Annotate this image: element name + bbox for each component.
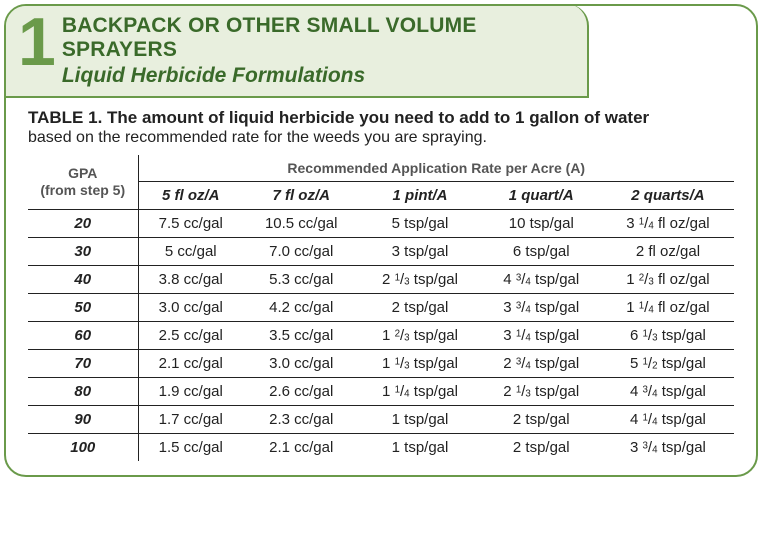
data-cell: 4.2 cc/gal <box>243 294 359 322</box>
gpa-cell: 90 <box>28 406 138 434</box>
data-cell: 2.6 cc/gal <box>243 378 359 406</box>
gpa-header: GPA (from step 5) <box>28 155 138 210</box>
table-row: 901.7 cc/gal2.3 cc/gal1 tsp/gal2 tsp/gal… <box>28 406 734 434</box>
data-cell: 3 1/4 fl oz/gal <box>602 210 734 238</box>
gpa-cell: 80 <box>28 378 138 406</box>
data-cell: 2.1 cc/gal <box>243 434 359 462</box>
data-cell: 2 tsp/gal <box>359 294 480 322</box>
gpa-cell: 60 <box>28 322 138 350</box>
gpa-cell: 50 <box>28 294 138 322</box>
data-cell: 3 3/4 tsp/gal <box>481 294 602 322</box>
data-cell: 7.5 cc/gal <box>138 210 243 238</box>
data-cell: 3 1/4 tsp/gal <box>481 322 602 350</box>
data-cell: 7.0 cc/gal <box>243 238 359 266</box>
data-cell: 1.7 cc/gal <box>138 406 243 434</box>
herbicide-table: GPA (from step 5) Recommended Applicatio… <box>28 155 734 461</box>
table-row: 305 cc/gal7.0 cc/gal3 tsp/gal6 tsp/gal2 … <box>28 238 734 266</box>
data-cell: 5 cc/gal <box>138 238 243 266</box>
data-cell: 3 tsp/gal <box>359 238 480 266</box>
section-number: 1 <box>18 14 56 72</box>
gpa-cell: 100 <box>28 434 138 462</box>
data-cell: 6 1/3 tsp/gal <box>602 322 734 350</box>
header-subtitle: Liquid Herbicide Formulations <box>62 64 569 88</box>
rate-span-header: Recommended Application Rate per Acre (A… <box>138 155 734 182</box>
data-cell: 1 tsp/gal <box>359 434 480 462</box>
data-cell: 2 1/3 tsp/gal <box>481 378 602 406</box>
data-cell: 5 1/2 tsp/gal <box>602 350 734 378</box>
gpa-cell: 70 <box>28 350 138 378</box>
column-header: 1 quart/A <box>481 182 602 210</box>
data-cell: 1.9 cc/gal <box>138 378 243 406</box>
column-header: 1 pint/A <box>359 182 480 210</box>
data-cell: 4 3/4 tsp/gal <box>481 266 602 294</box>
data-cell: 2 fl oz/gal <box>602 238 734 266</box>
gpa-header-line2: (from step 5) <box>40 182 125 198</box>
column-header: 5 fl oz/A <box>138 182 243 210</box>
data-cell: 2.3 cc/gal <box>243 406 359 434</box>
data-cell: 2.1 cc/gal <box>138 350 243 378</box>
table-row: 207.5 cc/gal10.5 cc/gal5 tsp/gal10 tsp/g… <box>28 210 734 238</box>
gpa-header-line1: GPA <box>68 165 97 181</box>
column-header: 7 fl oz/A <box>243 182 359 210</box>
data-cell: 3.0 cc/gal <box>243 350 359 378</box>
data-cell: 1 1/4 tsp/gal <box>359 378 480 406</box>
data-cell: 2.5 cc/gal <box>138 322 243 350</box>
data-cell: 10.5 cc/gal <box>243 210 359 238</box>
table-row: 403.8 cc/gal5.3 cc/gal2 1/3 tsp/gal4 3/4… <box>28 266 734 294</box>
header-title: BACKPACK OR OTHER SMALL VOLUME SPRAYERS <box>62 14 569 62</box>
table-row: 801.9 cc/gal2.6 cc/gal1 1/4 tsp/gal2 1/3… <box>28 378 734 406</box>
data-cell: 2 tsp/gal <box>481 406 602 434</box>
table-subcaption: based on the recommended rate for the we… <box>28 129 734 147</box>
data-cell: 1 tsp/gal <box>359 406 480 434</box>
data-cell: 3 3/4 tsp/gal <box>602 434 734 462</box>
data-cell: 4 1/4 tsp/gal <box>602 406 734 434</box>
header-text: BACKPACK OR OTHER SMALL VOLUME SPRAYERS … <box>62 12 569 88</box>
table-caption: TABLE 1. The amount of liquid herbicide … <box>28 108 734 128</box>
data-cell: 1 2/3 tsp/gal <box>359 322 480 350</box>
gpa-cell: 20 <box>28 210 138 238</box>
table-row: 503.0 cc/gal4.2 cc/gal2 tsp/gal3 3/4 tsp… <box>28 294 734 322</box>
data-cell: 3.8 cc/gal <box>138 266 243 294</box>
data-cell: 3.5 cc/gal <box>243 322 359 350</box>
header-band: 1 BACKPACK OR OTHER SMALL VOLUME SPRAYER… <box>4 4 589 98</box>
card: 1 BACKPACK OR OTHER SMALL VOLUME SPRAYER… <box>4 4 758 477</box>
data-cell: 1 2/3 fl oz/gal <box>602 266 734 294</box>
data-cell: 1 1/4 fl oz/gal <box>602 294 734 322</box>
table-row: 602.5 cc/gal3.5 cc/gal1 2/3 tsp/gal3 1/4… <box>28 322 734 350</box>
data-cell: 10 tsp/gal <box>481 210 602 238</box>
table-row: 1001.5 cc/gal2.1 cc/gal1 tsp/gal2 tsp/ga… <box>28 434 734 462</box>
data-cell: 1.5 cc/gal <box>138 434 243 462</box>
data-cell: 2 3/4 tsp/gal <box>481 350 602 378</box>
table-body: 207.5 cc/gal10.5 cc/gal5 tsp/gal10 tsp/g… <box>28 210 734 462</box>
data-cell: 4 3/4 tsp/gal <box>602 378 734 406</box>
gpa-cell: 40 <box>28 266 138 294</box>
data-cell: 6 tsp/gal <box>481 238 602 266</box>
data-cell: 5 tsp/gal <box>359 210 480 238</box>
table-row: 702.1 cc/gal3.0 cc/gal1 1/3 tsp/gal2 3/4… <box>28 350 734 378</box>
gpa-cell: 30 <box>28 238 138 266</box>
data-cell: 2 tsp/gal <box>481 434 602 462</box>
column-header: 2 quarts/A <box>602 182 734 210</box>
data-cell: 2 1/3 tsp/gal <box>359 266 480 294</box>
data-cell: 5.3 cc/gal <box>243 266 359 294</box>
data-cell: 3.0 cc/gal <box>138 294 243 322</box>
data-cell: 1 1/3 tsp/gal <box>359 350 480 378</box>
body: TABLE 1. The amount of liquid herbicide … <box>6 98 756 475</box>
